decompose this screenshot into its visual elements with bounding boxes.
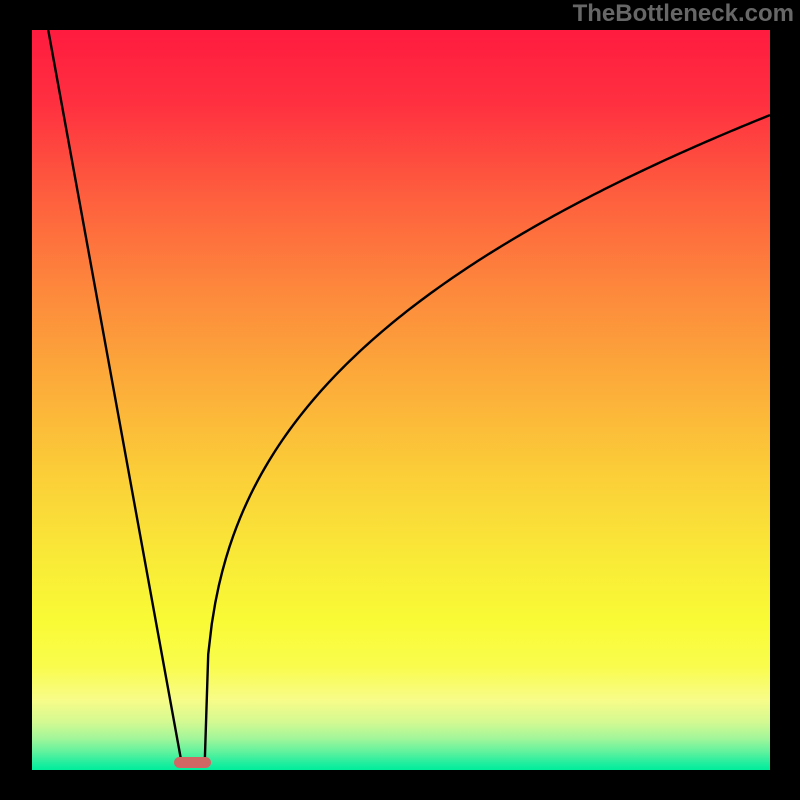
- curve-layer: [32, 30, 770, 770]
- curve-path: [48, 30, 770, 764]
- bottleneck-marker: [174, 757, 211, 767]
- plot-area: [32, 30, 770, 770]
- chart-frame: TheBottleneck.com: [0, 0, 800, 800]
- watermark-text: TheBottleneck.com: [573, 0, 794, 28]
